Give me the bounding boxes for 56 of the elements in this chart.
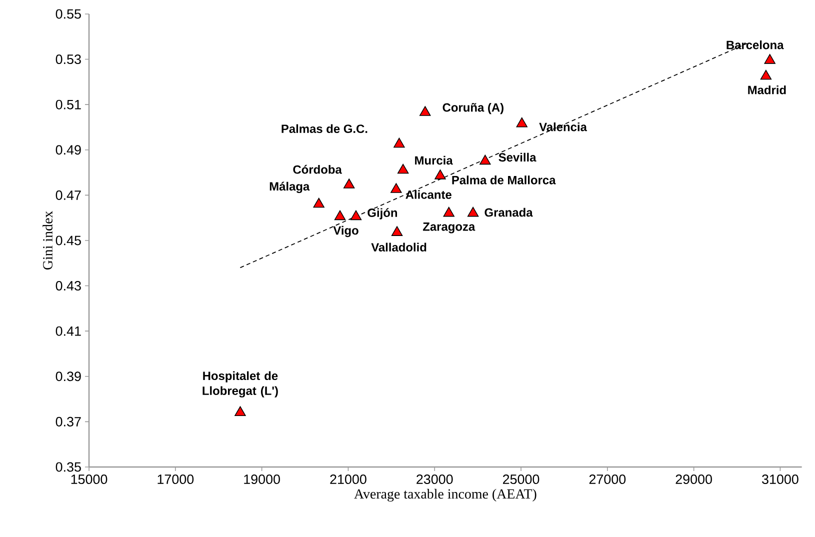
x-tick-label: 23000: [416, 474, 453, 484]
x-tick-label: 19000: [244, 474, 280, 484]
y-tick-label: 0.37: [56, 416, 81, 426]
x-tick-label: 25000: [502, 474, 540, 484]
annotation: Córdoba: [293, 164, 342, 174]
point: [760, 70, 772, 80]
annotation: Gijón: [368, 208, 397, 220]
point: [443, 206, 454, 217]
annotation: Valladolid: [371, 242, 426, 252]
x-tick-label: 27000: [589, 474, 626, 484]
y-tick-label: 0.51: [56, 100, 81, 110]
y-tick-label: 0.43: [56, 281, 81, 291]
y-axis-title: Gini index: [42, 211, 52, 270]
annotation: Murcia: [415, 156, 453, 165]
point: [764, 54, 776, 64]
y-tick-label: 0.53: [56, 54, 81, 64]
y-tick-label: 0.35: [56, 462, 81, 472]
y-tick-label: 0.45: [56, 236, 81, 246]
y-tick-label: 0.41: [56, 326, 81, 336]
x-tick-label: 21000: [330, 474, 366, 484]
annotation: Sevilla: [498, 152, 536, 162]
annotation: Zaragoza: [422, 222, 476, 234]
point: [234, 406, 246, 416]
y-tick-label: 0.49: [56, 145, 81, 155]
x-tick-label: 29000: [676, 474, 712, 484]
annotation: Coruña (A): [442, 102, 504, 114]
point: [397, 164, 409, 174]
annotation: Madrid: [748, 85, 786, 94]
y-tick-label: 0.39: [56, 372, 81, 382]
x-axis-title: Average taxable income (AEAT): [354, 488, 536, 502]
annotation: Málaga: [270, 182, 310, 194]
x-tick-label: 17000: [158, 474, 194, 484]
x-tick-label: 15000: [71, 474, 108, 484]
annotation: Alicante: [406, 190, 452, 199]
point: [313, 198, 324, 208]
point: [420, 106, 431, 116]
point: [391, 226, 403, 236]
annotation: Valencia: [539, 122, 587, 132]
point: [434, 170, 446, 180]
annotation: Palma de Mallorca: [452, 176, 556, 184]
annotation: Granada: [484, 208, 533, 217]
annotation: Hospitalet de Llobregat (L'): [202, 371, 278, 398]
y-tick-label: 0.55: [56, 9, 81, 19]
point: [350, 210, 362, 220]
point: [343, 178, 355, 188]
point: [394, 138, 405, 148]
annotation: Barcelona: [726, 40, 784, 50]
point: [516, 117, 528, 128]
point: [467, 206, 479, 217]
y-tick-label: 0.47: [56, 190, 81, 200]
annotation: Palmas de G.C.: [282, 124, 368, 134]
point: [334, 210, 346, 220]
annotation: Vigo: [333, 226, 358, 238]
point: [390, 183, 402, 193]
x-tick-label: 31000: [762, 474, 798, 484]
point: [480, 154, 491, 165]
